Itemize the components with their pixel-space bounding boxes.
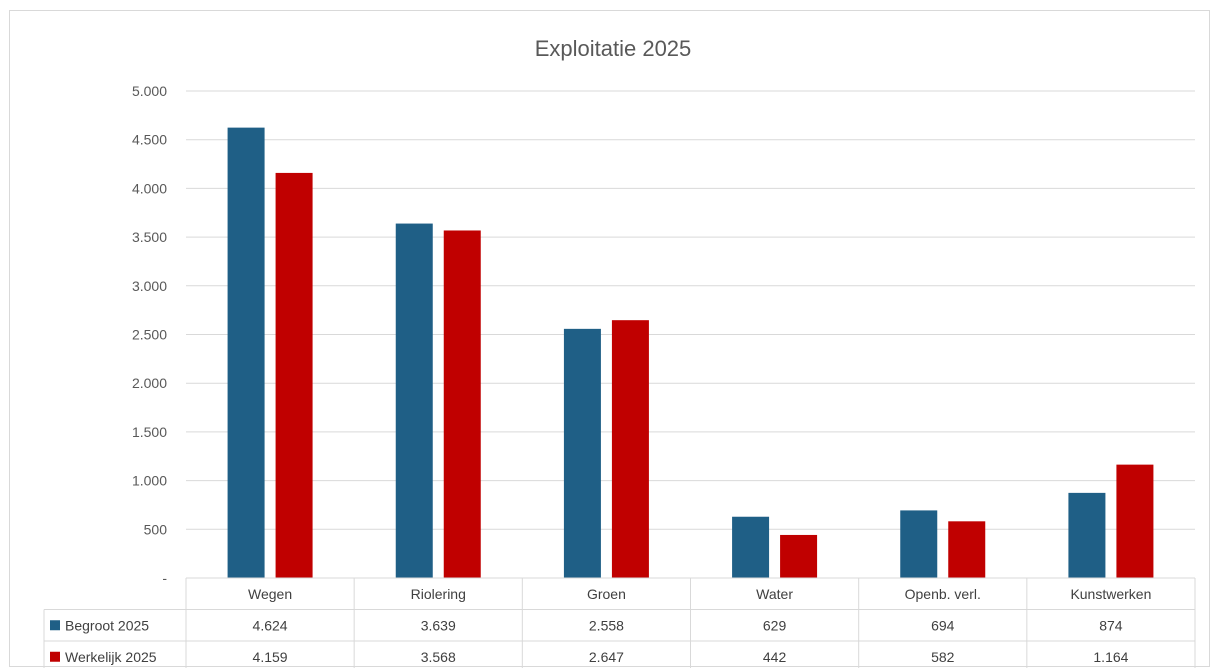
y-tick-label: 4.500	[132, 132, 167, 148]
bar	[395, 223, 433, 578]
bar	[900, 510, 938, 578]
y-tick-label: 4.000	[132, 180, 167, 196]
x-tick-label: Wegen	[248, 586, 292, 602]
data-label: 874	[1099, 617, 1123, 633]
y-tick-label: 3.000	[132, 278, 167, 294]
legend-key	[50, 620, 60, 631]
data-label: 4.159	[253, 649, 288, 665]
data-label: 582	[931, 649, 955, 665]
y-tick-label: 1.000	[132, 473, 167, 489]
data-label: 1.164	[1093, 649, 1128, 665]
bar	[563, 328, 601, 578]
y-tick-label: 500	[144, 521, 168, 537]
data-label: 4.624	[253, 617, 288, 633]
bar	[1116, 464, 1154, 578]
data-label: 3.568	[421, 649, 456, 665]
bar	[780, 534, 818, 578]
bar	[732, 516, 770, 578]
bar	[611, 320, 649, 578]
data-label: 3.639	[421, 617, 456, 633]
bar	[275, 172, 313, 579]
x-tick-label: Openb. verl.	[905, 586, 981, 602]
y-tick-label: 1.500	[132, 424, 167, 440]
legend-label: Werkelijk 2025	[65, 649, 157, 665]
y-tick-label: 2.500	[132, 327, 167, 343]
data-label: 2.558	[589, 617, 624, 633]
bar	[948, 521, 986, 578]
chart-title: Exploitatie 2025	[535, 36, 692, 61]
x-tick-label: Groen	[587, 586, 626, 602]
data-label: 2.647	[589, 649, 624, 665]
x-tick-label: Water	[756, 586, 793, 602]
y-tick-label: 3.500	[132, 229, 167, 245]
data-label: 442	[763, 649, 787, 665]
bar	[443, 230, 481, 578]
legend-key	[50, 651, 60, 662]
bar-chart: Exploitatie 2025 - 500 1.000 1.500 2.000 2.50…	[43, 36, 1196, 668]
x-tick-label: Riolering	[411, 586, 466, 602]
data-label: 694	[931, 617, 955, 633]
y-tick-label: -	[162, 570, 167, 586]
bar	[1068, 492, 1106, 578]
legend-label: Begroot 2025	[65, 617, 149, 633]
data-label: 629	[763, 617, 787, 633]
bar	[227, 127, 265, 578]
y-tick-label: 5.000	[132, 83, 167, 99]
y-tick-label: 2.000	[132, 375, 167, 391]
chart-area: Exploitatie 2025 - 500 1.000 1.500 2.000 2.50…	[9, 10, 1210, 668]
x-tick-label: Kunstwerken	[1070, 586, 1151, 602]
